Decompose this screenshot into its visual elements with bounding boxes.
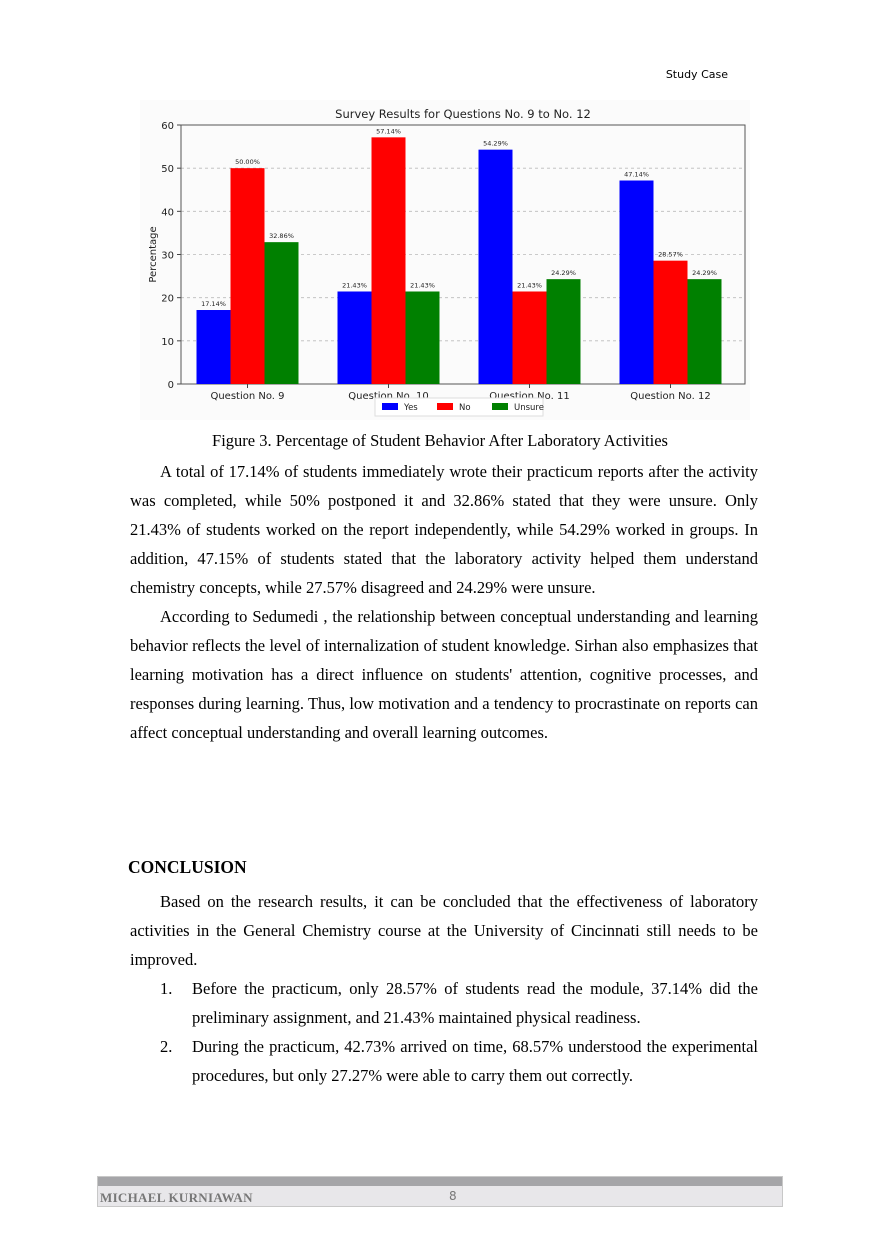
legend-swatch-yes <box>382 403 398 410</box>
conclusion-heading: CONCLUSION <box>128 857 247 877</box>
page-footer: MICHAEL KURNIAWAN 8 <box>97 1176 783 1207</box>
bar-no <box>512 291 547 384</box>
legend-box <box>374 397 544 417</box>
list-item: 2. During the practicum, 42.73% arrived … <box>160 1032 758 1090</box>
data-label: 57.14% <box>376 127 401 135</box>
page-number: 8 <box>449 1189 457 1203</box>
conclusion-text: Based on the research results, it can be… <box>130 887 758 974</box>
list-number: 1. <box>160 979 173 998</box>
body-text: A total of 17.14% of students immediatel… <box>130 457 758 747</box>
footer-bar <box>98 1177 782 1186</box>
bar-unsure <box>546 279 581 384</box>
x-tick-label: Question No. 9 <box>210 391 284 402</box>
legend-label: Yes <box>403 403 418 413</box>
list-text: Before the practicum, only 28.57% of stu… <box>192 979 758 1027</box>
bar-unsure <box>405 291 440 384</box>
legend-swatch-unsure <box>492 403 508 410</box>
data-label: 21.43% <box>342 281 367 289</box>
plot-frame <box>180 124 746 385</box>
paragraph-results: A total of 17.14% of students immediatel… <box>130 462 758 597</box>
data-label: 47.14% <box>624 171 649 179</box>
y-tick-label: 60 <box>161 121 174 132</box>
x-tick-label: Question No. 11 <box>489 391 569 402</box>
y-tick-label: 50 <box>161 164 174 175</box>
data-label: 54.29% <box>483 140 508 148</box>
bar-yes <box>196 310 231 384</box>
survey-bar-chart: 0 10 20 30 40 50 60 Survey Results for Question… <box>140 100 750 420</box>
y-tick-label: 20 <box>161 294 174 305</box>
paragraph-conclusion: Based on the research results, it can be… <box>130 892 758 969</box>
data-label: 32.86% <box>269 232 294 240</box>
y-tick-label: 30 <box>161 251 174 262</box>
data-label: 28.57% <box>658 251 683 259</box>
y-tick-label: 40 <box>161 207 174 218</box>
bar-no <box>371 137 406 384</box>
y-tick-label: 10 <box>161 337 174 348</box>
legend-label: No <box>459 403 471 413</box>
bar-no <box>653 260 688 384</box>
data-label: 21.43% <box>517 281 542 289</box>
bar-yes <box>619 180 654 384</box>
data-label: 50.00% <box>235 158 260 166</box>
bar-yes <box>337 291 372 384</box>
y-axis-label: Percentage <box>148 226 159 282</box>
chart-title: Survey Results for Questions No. 9 to No… <box>335 107 591 121</box>
y-tick-label: 0 <box>168 380 174 391</box>
data-label: 17.14% <box>201 300 226 308</box>
paragraph-discussion: According to Sedumedi , the relationship… <box>130 607 758 742</box>
list-item: 1. Before the practicum, only 28.57% of … <box>160 974 758 1032</box>
data-label: 24.29% <box>692 269 717 277</box>
figure-caption: Figure 3. Percentage of Student Behavior… <box>212 431 668 450</box>
bar-yes <box>478 149 513 384</box>
bar-unsure <box>264 242 299 384</box>
bar-no <box>230 168 265 384</box>
list-number: 2. <box>160 1037 173 1056</box>
list-text: During the practicum, 42.73% arrived on … <box>192 1037 758 1085</box>
running-header: Study Case <box>665 68 728 81</box>
data-label: 21.43% <box>410 281 435 289</box>
footer-author: MICHAEL KURNIAWAN <box>100 1190 253 1205</box>
x-tick-label: Question No. 12 <box>630 391 710 402</box>
data-label: 24.29% <box>551 269 576 277</box>
legend-swatch-no <box>437 403 453 410</box>
legend-label: Unsure <box>514 403 544 413</box>
bar-unsure <box>687 279 722 384</box>
x-tick-label: Question No. 10 <box>348 391 428 402</box>
